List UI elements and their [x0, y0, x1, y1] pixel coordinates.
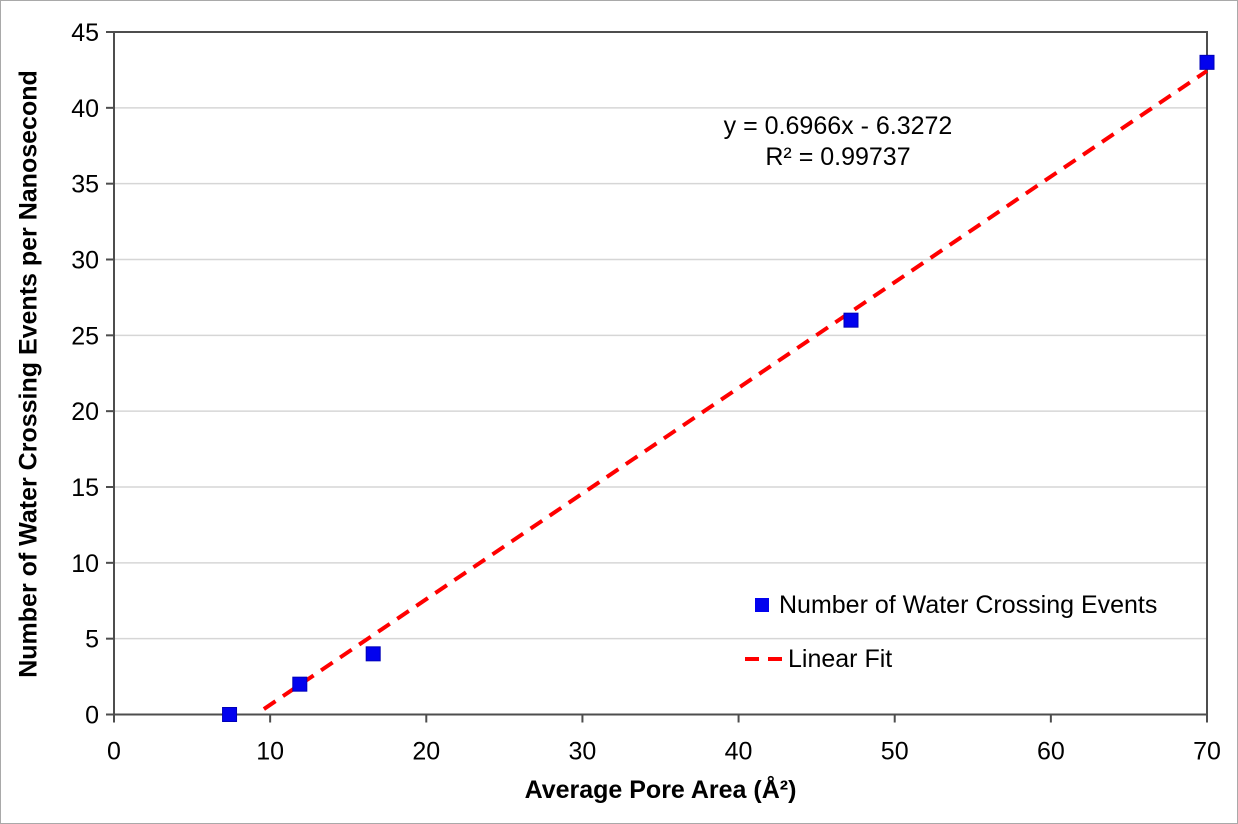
- x-tick-label: 60: [1037, 738, 1065, 766]
- y-axis-title: Number of Water Crossing Events per Nano…: [14, 70, 43, 678]
- data-point: [292, 676, 308, 692]
- linear-fit-line: [262, 69, 1209, 711]
- trendline-annotation: y = 0.6966x - 6.3272 R² = 0.99737: [688, 111, 988, 173]
- x-tick-label: 30: [569, 738, 597, 766]
- x-tick-label: 50: [881, 738, 909, 766]
- y-tick-label: 40: [71, 95, 99, 123]
- y-tick-label: 35: [71, 171, 99, 199]
- y-tick-label: 30: [71, 247, 99, 275]
- y-tick-label: 5: [85, 626, 99, 654]
- r-squared-value: R² = 0.99737: [765, 143, 911, 171]
- legend-square-marker-icon: [755, 598, 769, 612]
- y-tick-label: 15: [71, 474, 99, 502]
- y-tick-label: 10: [71, 550, 99, 578]
- y-tick-label: 25: [71, 322, 99, 350]
- legend-dashed-line-icon: [745, 657, 784, 661]
- plot-border: [113, 31, 1208, 716]
- y-tick-label: 20: [71, 398, 99, 426]
- x-tick-label: 40: [725, 738, 753, 766]
- data-point: [222, 707, 238, 722]
- legend-label-fit: Linear Fit: [788, 644, 893, 673]
- x-tick-label: 70: [1193, 738, 1221, 766]
- data-point: [1199, 54, 1215, 70]
- legend: Number of Water Crossing Events Linear F…: [745, 590, 1157, 674]
- data-point: [843, 312, 859, 328]
- trendline-equation: y = 0.6966x - 6.3272: [723, 112, 953, 140]
- y-tick-label: 0: [85, 702, 99, 730]
- x-tick-label: 10: [256, 738, 284, 766]
- legend-label-scatter: Number of Water Crossing Events: [779, 590, 1158, 619]
- legend-item-scatter: Number of Water Crossing Events: [745, 590, 1157, 620]
- data-point: [365, 646, 381, 662]
- x-tick-label: 20: [412, 738, 440, 766]
- x-axis-title: Average Pore Area (Å²): [524, 776, 797, 804]
- legend-item-fit: Linear Fit: [745, 644, 1157, 674]
- x-tick-label: 0: [107, 738, 121, 766]
- y-tick-label: 45: [71, 19, 99, 47]
